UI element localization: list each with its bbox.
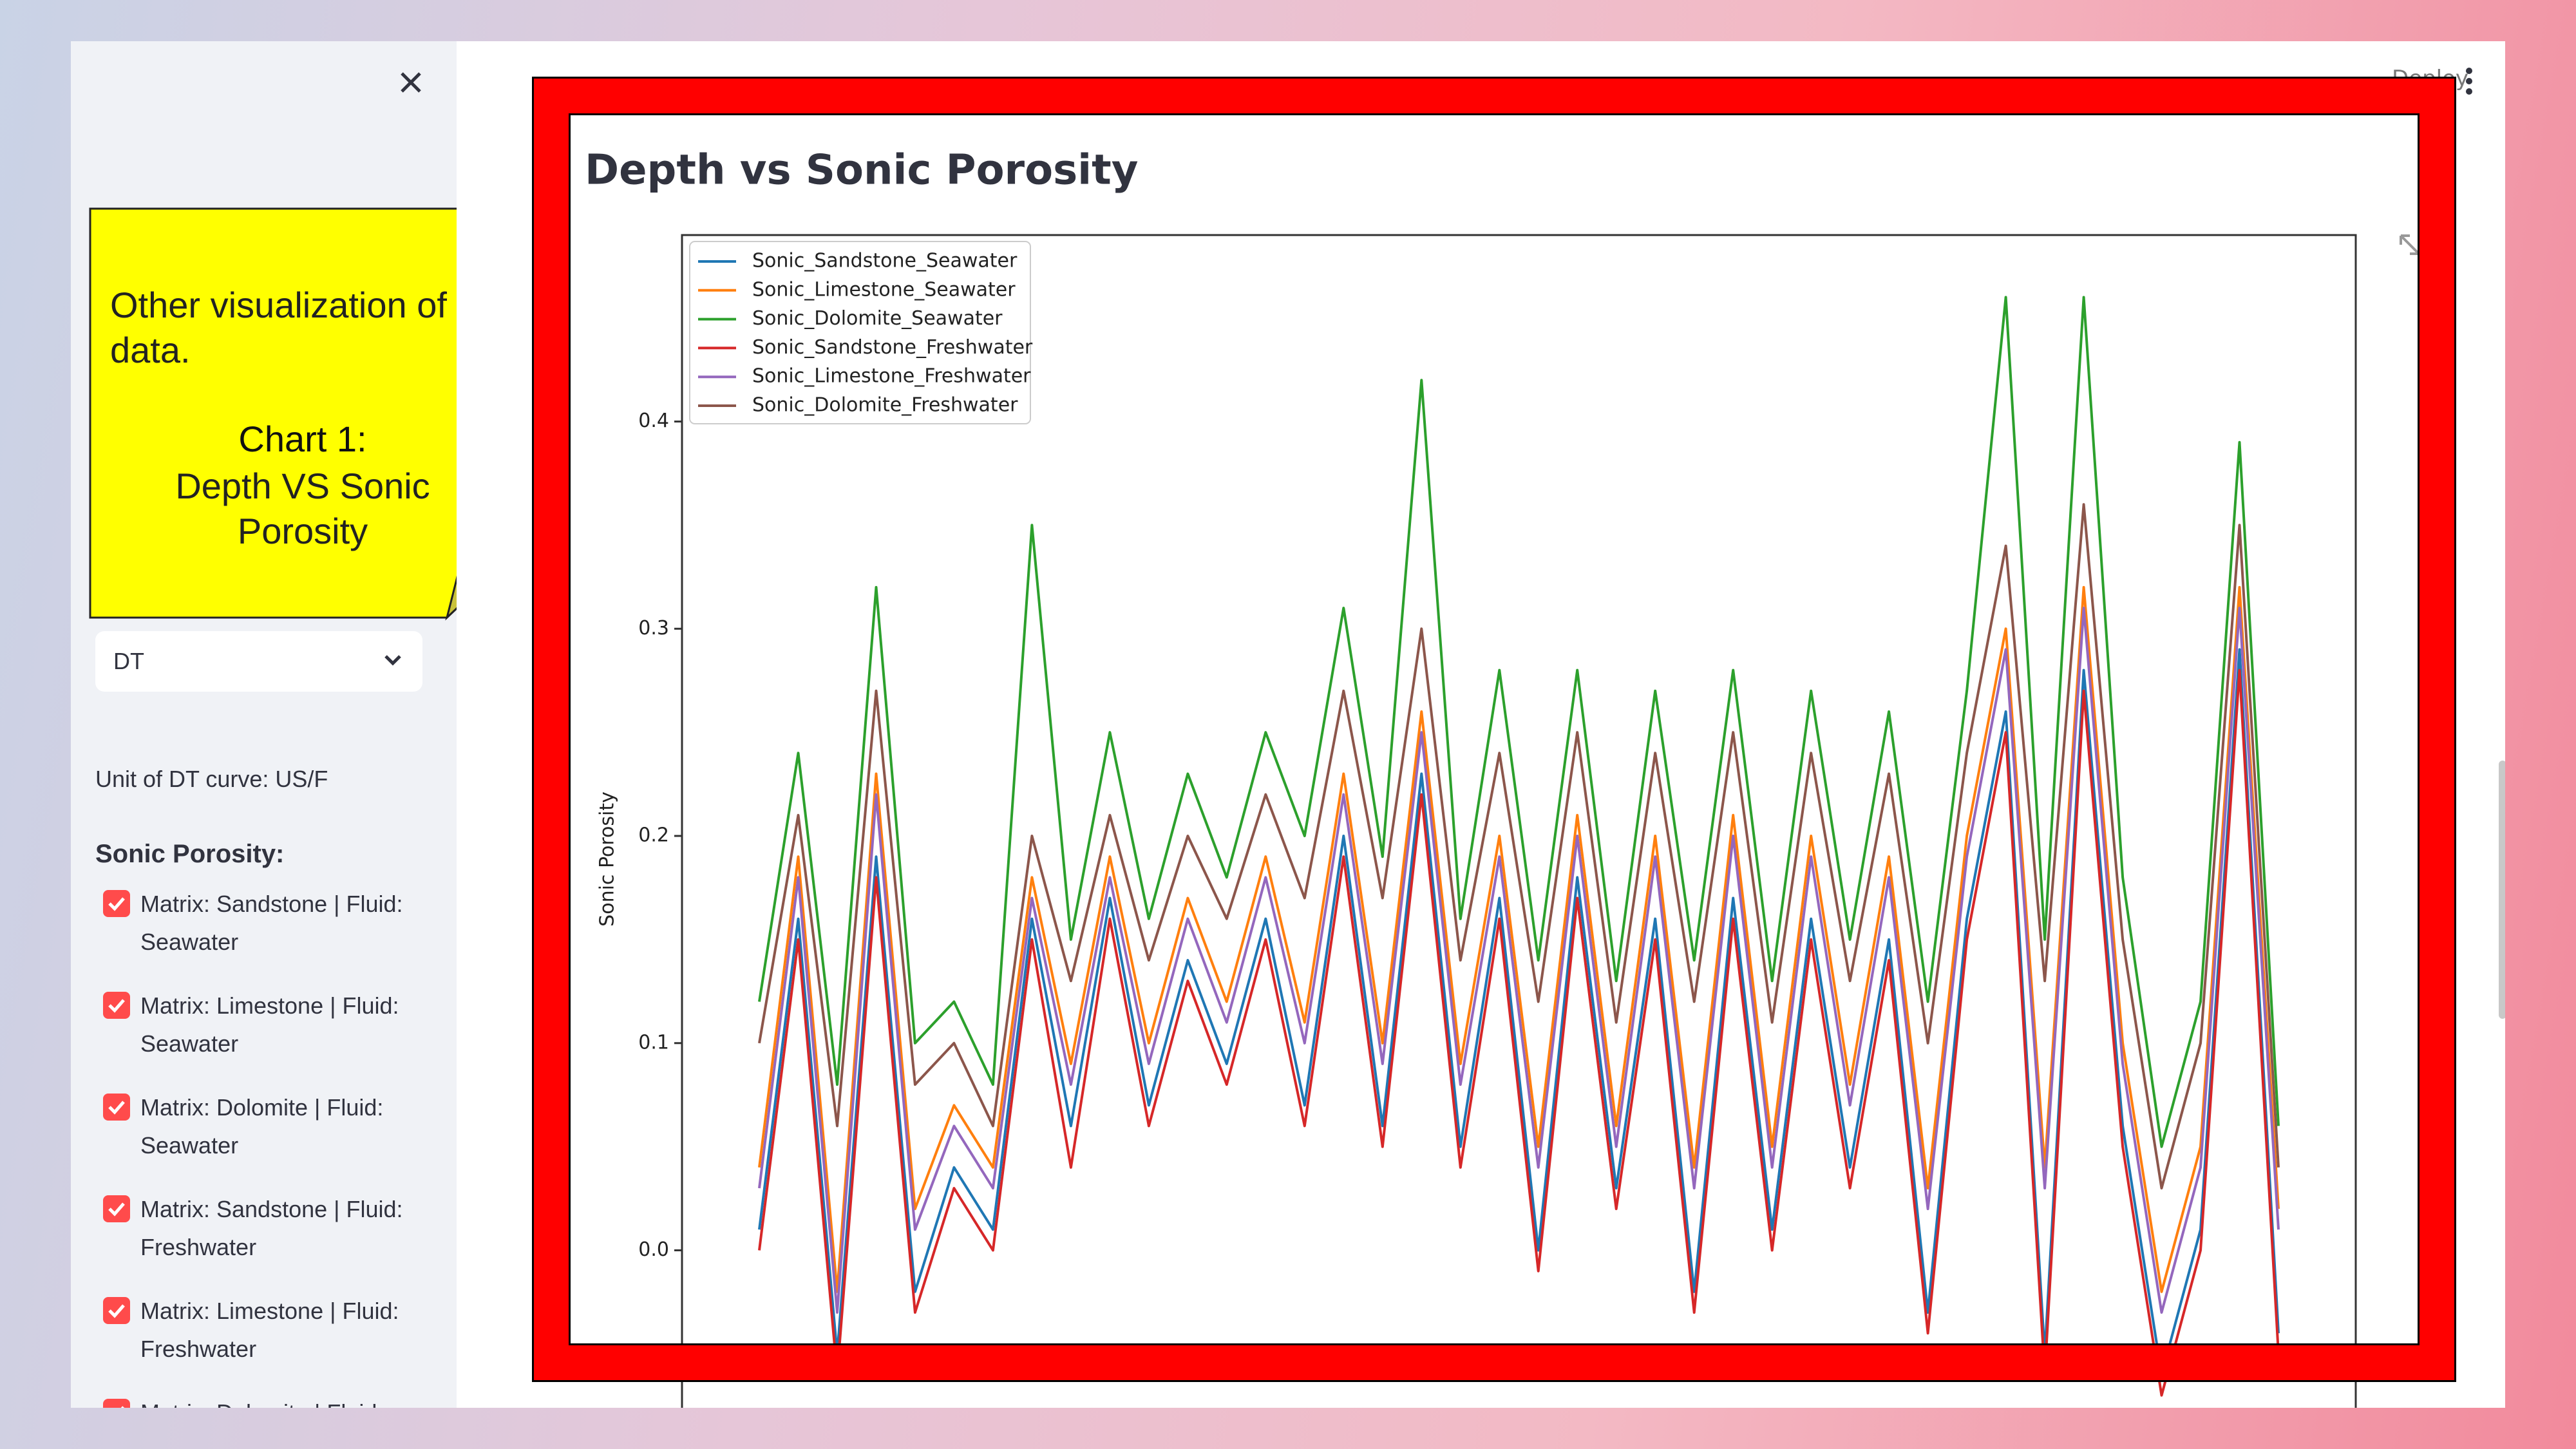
y-tick-label: 0.4 [638,410,669,432]
close-button[interactable] [399,71,422,94]
legend-label: Sonic_Limestone_Freshwater [752,365,1031,388]
app-window: Deploy [71,41,2505,1408]
sidebar: Other visualization of data. Chart 1: De… [71,41,457,1408]
unit-text: Unit of DT curve: US/F [95,766,328,792]
dropdown-value: DT [113,648,144,674]
series-line [758,607,2280,1314]
checkbox-box[interactable] [103,1297,130,1324]
series-line [758,668,2280,1397]
legend-label: Sonic_Limestone_Seawater [752,278,1016,301]
checkbox-box[interactable] [103,1195,130,1222]
legend-label: Sonic_Sandstone_Freshwater [752,336,1033,359]
scrollbar[interactable] [2499,761,2505,1019]
checkbox-label: Matrix: Dolomite | Fluid: Seawater [140,1094,384,1159]
checkbox-box[interactable] [103,1094,130,1121]
checkbox-label: Matrix: Limestone | Fluid: Seawater [140,992,399,1057]
checkbox-box[interactable] [103,890,130,917]
plot-frame [681,234,2357,1408]
sticky-note [89,207,457,621]
checkbox-label: Matrix: Sandstone | Fluid: Freshwater [140,1196,403,1260]
series-line [758,503,2280,1189]
chart-title: Depth vs Sonic Porosity [585,147,1138,194]
y-axis-label: Sonic Porosity [596,791,619,927]
section-heading: Sonic Porosity: [95,840,285,868]
checkbox-box[interactable] [103,992,130,1019]
y-tick-label: 0.2 [638,824,669,847]
checkbox-box[interactable] [103,1399,130,1408]
checkbox-label: Matrix: Sandstone | Fluid: Seawater [140,891,403,955]
dropdown-arrow [384,655,401,666]
lines [758,296,2280,1397]
y-tick-label: 0.0 [638,1238,669,1261]
menu-button[interactable] [2463,64,2476,103]
checkbox-label: Matrix: Dolomite | Fluid: [140,1394,424,1408]
note-heading: Chart 1: [238,419,367,459]
note-subheading: Depth VS Sonic Porosity [175,466,430,551]
note-text: Other visualization of data. [110,285,447,370]
series-line [758,296,2280,1148]
dropdown[interactable]: DT [95,631,422,692]
y-tick-label: 0.3 [638,617,669,639]
checkbox-label: Matrix: Limestone | Fluid: Freshwater [140,1298,399,1362]
legend-label: Sonic_Dolomite_Seawater [752,307,1003,330]
series-line [758,585,2280,1293]
expand-icon[interactable] [2400,234,2420,255]
y-tick-label: 0.1 [638,1031,669,1054]
legend-label: Sonic_Sandstone_Seawater [752,250,1018,272]
legend-label: Sonic_Dolomite_Freshwater [752,394,1018,417]
legend-box [689,241,1031,424]
